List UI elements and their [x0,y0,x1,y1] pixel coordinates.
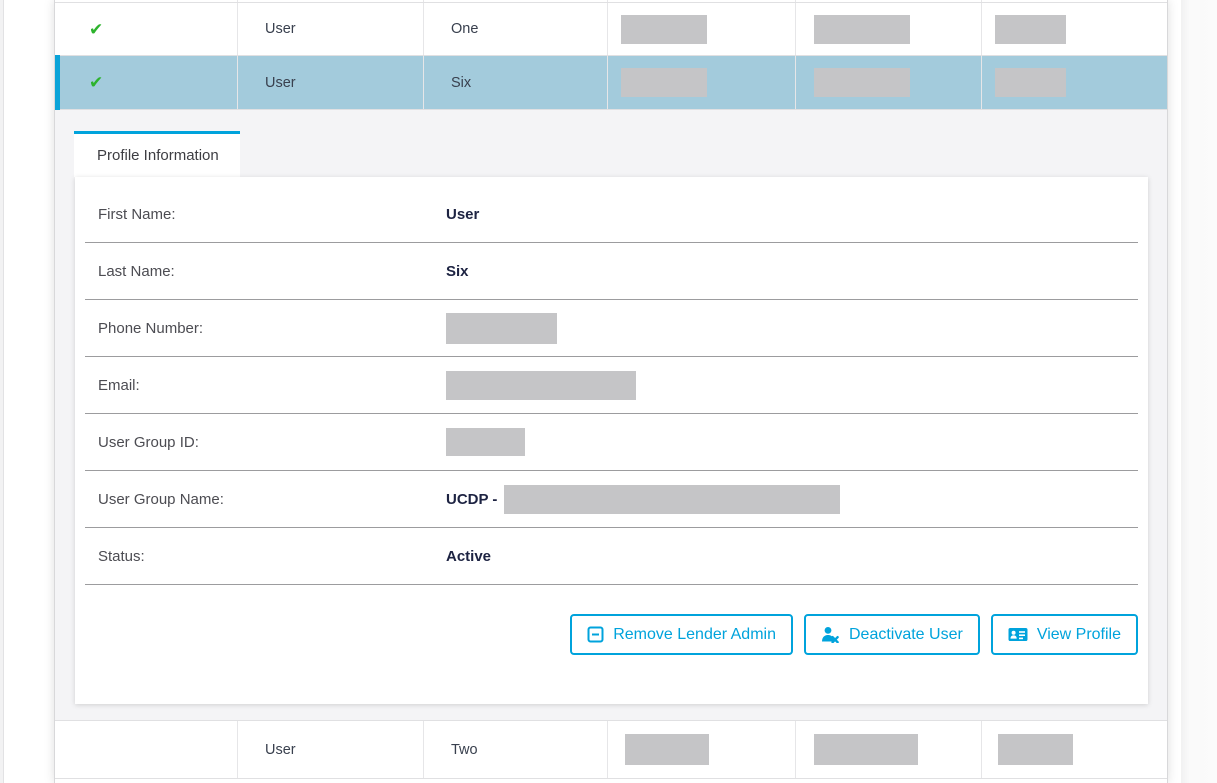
lender-admin-check-icon: ✔ [89,19,104,39]
button-label: View Profile [1036,625,1121,643]
table-row-user-one[interactable]: ✔ User One [55,2,1167,56]
profile-information-panel: First Name: User Last Name: Six Phone Nu… [75,177,1148,704]
button-label: Remove Lender Admin [613,625,776,643]
cell-last-name: One [424,3,608,55]
expanded-profile-detail: Profile Information First Name: User Las… [55,110,1167,721]
redacted-value [621,68,707,97]
right-rail [1181,0,1217,783]
selected-row-accent [55,55,60,110]
field-label: Phone Number: [98,319,204,337]
redacted-value [621,14,707,44]
lender-admin-check-icon: ✔ [89,73,104,92]
redacted-value [446,428,525,456]
profile-action-buttons: Remove Lender Admin Deactivate User [85,614,1138,655]
user-x-icon [821,626,840,643]
field-value: Six [446,262,469,280]
field-label: User Group Name: [98,490,224,508]
field-row-status: Status: Active [85,528,1138,585]
field-row-last-name: Last Name: Six [85,243,1138,300]
field-row-email: Email: [85,357,1138,414]
field-label: Last Name: [98,262,175,280]
users-table: ✔ User One ✔ User [55,0,1167,779]
field-value: Active [446,547,492,565]
redacted-value [814,68,910,97]
left-rail [0,0,4,783]
redacted-value [504,484,841,514]
field-label: Status: [98,547,145,565]
redacted-value [814,14,910,44]
table-row-user-two[interactable]: User Two [55,721,1167,779]
field-row-first-name: First Name: User [85,186,1138,243]
cell-last-name: Six [424,56,608,109]
redacted-value [995,14,1066,44]
id-card-icon [1008,626,1028,643]
view-profile-button[interactable]: View Profile [990,614,1138,655]
field-row-phone-number: Phone Number: [85,300,1138,357]
deactivate-user-button[interactable]: Deactivate User [803,614,980,655]
redacted-value [814,734,918,765]
content-container: ✔ User One ✔ User [54,0,1168,783]
field-row-user-group-id: User Group ID: [85,414,1138,471]
field-label: User Group ID: [98,433,199,451]
field-value: User [446,205,480,223]
field-row-user-group-name: User Group Name: UCDP - [85,471,1138,528]
remove-lender-admin-button[interactable]: Remove Lender Admin [570,614,793,655]
minus-square-icon [587,626,604,643]
cell-first-name: User [238,3,424,55]
redacted-value [446,370,636,400]
field-label: Email: [98,376,140,394]
cell-first-name: User [238,721,424,778]
field-value-prefix: UCDP - [446,490,498,508]
table-top-stub [55,0,1167,2]
table-row-user-six-selected[interactable]: ✔ User Six [55,55,1167,110]
cell-last-name: Two [424,721,608,778]
button-label: Deactivate User [848,625,963,643]
redacted-value [625,734,709,765]
cell-first-name: User [238,56,424,109]
redacted-value [995,68,1066,97]
redacted-value [446,312,557,344]
redacted-value [998,734,1073,765]
field-label: First Name: [98,205,176,223]
tab-label: Profile Information [97,147,219,164]
tab-profile-information[interactable]: Profile Information [74,131,240,177]
